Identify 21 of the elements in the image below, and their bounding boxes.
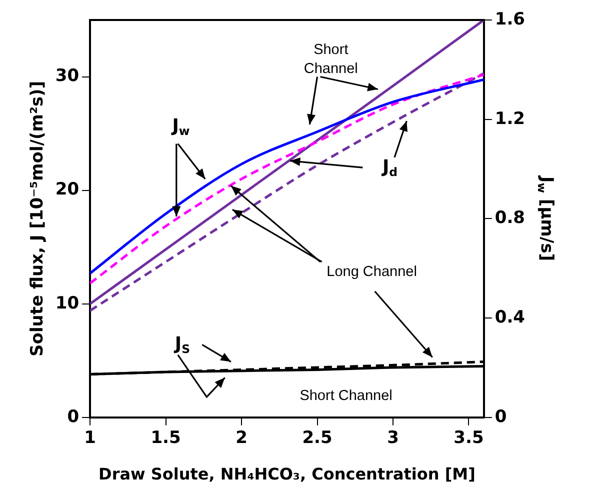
x-axis-title: Draw Solute, NH₄HCO₃, Concentration [M] [98,464,476,484]
y2-tick-label: 0 [494,406,507,427]
x-tick-label: 2.5 [302,428,332,448]
y-tick-label: 0 [67,406,80,427]
y2-tick-label: 1.2 [494,108,526,129]
x-tick-label: 1.5 [150,428,181,448]
annotation: Long Channel [326,264,417,280]
y-axis-title: Solute flux, J [10⁻⁵mol/(m²s)] [28,80,48,356]
annotation: Short Channel [304,42,358,78]
x-tick-label: 1 [84,428,96,448]
annotation: Short Channel [300,388,392,404]
y2-tick-label: 0.8 [494,208,526,228]
y-tick-label: 30 [55,66,80,86]
y2-axis-title: Jw [µm/s] [534,175,556,261]
y-tick-label: 10 [55,293,80,314]
x-tick-label: 2 [236,428,248,448]
x-tick-label: 3.5 [454,428,484,448]
y-tick-label: 20 [55,180,80,200]
y2-tick-label: 1.6 [494,9,526,30]
x-tick-label: 3 [387,428,399,448]
y2-tick-label: 0.4 [494,307,526,328]
